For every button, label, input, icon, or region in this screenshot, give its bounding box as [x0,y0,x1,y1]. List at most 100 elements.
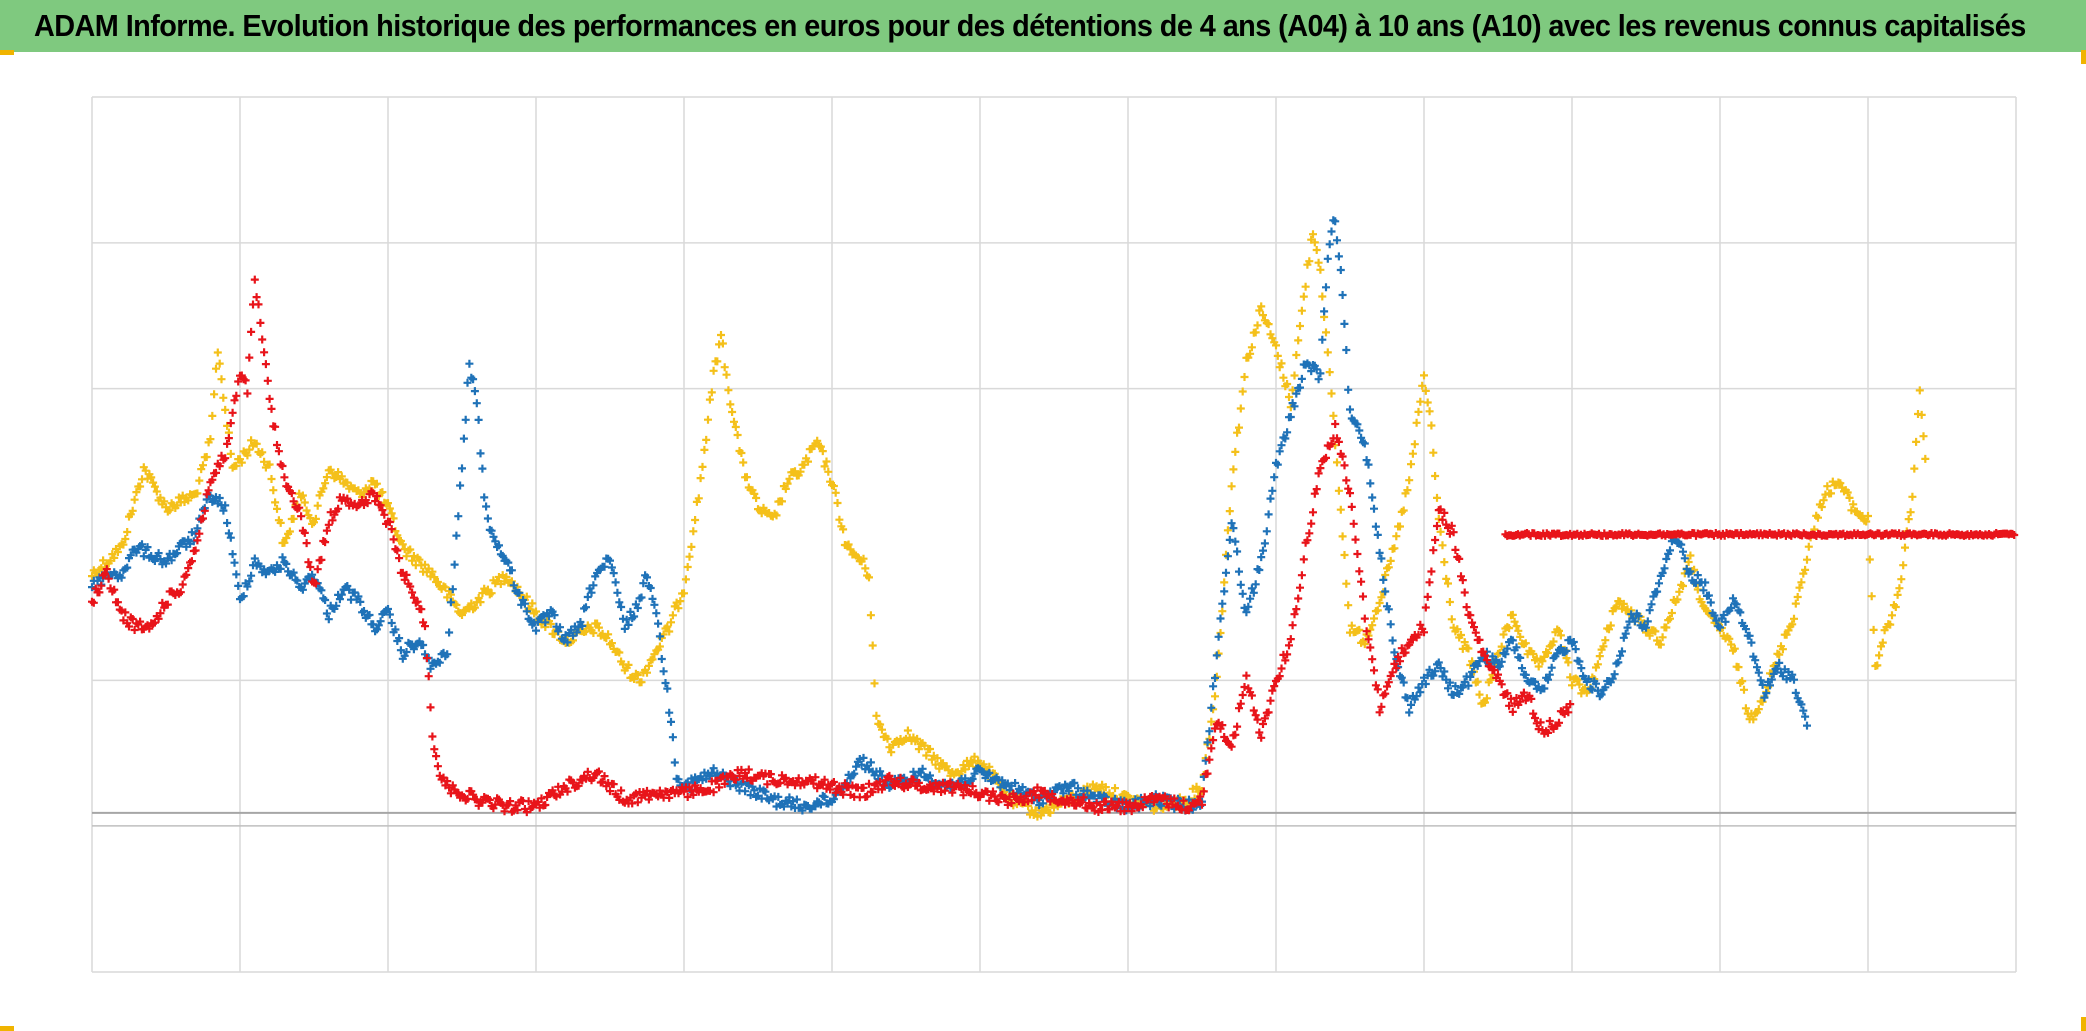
data-points [88,216,2019,821]
data-point [256,318,265,327]
data-point [1906,508,1915,517]
data-point [1575,657,1584,666]
data-point [844,540,853,549]
data-point [387,509,396,518]
data-point [1545,670,1554,679]
data-point [846,545,855,554]
data-point [968,758,977,767]
data-point [450,560,459,569]
data-point [1347,621,1356,630]
data-point [1503,689,1512,698]
data-point [681,575,690,584]
data-point [402,570,411,579]
data-point [1329,411,1338,420]
data-point [1242,671,1251,680]
data-point [1512,622,1521,631]
data-point [152,487,161,496]
data-point [1296,383,1304,392]
data-point [633,604,642,612]
data-point [532,626,540,635]
data-point [1273,351,1282,360]
data-point [763,780,772,789]
data-point [1360,439,1369,448]
data-point [609,780,618,789]
data-point [1440,667,1449,676]
data-point [1790,614,1798,623]
data-point [1364,460,1373,469]
data-point [463,378,472,387]
data-point [1277,664,1286,673]
data-point [311,579,320,588]
data-point [160,497,169,506]
data-point [1425,407,1434,416]
data-point [1630,617,1639,626]
data-point [866,611,875,620]
data-point [1893,590,1902,599]
data-point [1218,599,1227,608]
data-point [1741,704,1750,713]
data-point [389,535,398,544]
data-point [1227,519,1236,528]
data-point [1227,482,1236,491]
data-point [831,488,840,497]
data-point [1621,629,1630,638]
data-point [859,783,868,792]
data-point [223,519,232,527]
data-point [1368,655,1377,664]
data-point [1455,689,1464,698]
data-point [1662,623,1671,632]
data-point [1675,587,1684,596]
data-point [1198,800,1206,809]
data-point [613,588,622,597]
data-point [1495,662,1504,671]
data-point [861,564,870,573]
data-point [267,404,276,413]
data-point [221,405,230,414]
data-point [648,594,657,603]
data-point [1268,686,1277,695]
data-point [202,453,211,461]
data-point [278,553,287,562]
data-point [1686,567,1695,576]
data-point [1340,319,1349,328]
data-point [1242,608,1251,617]
data-point [1482,656,1491,665]
data-point [324,615,333,624]
data-point [1351,535,1360,544]
data-point [446,598,455,607]
data-point [1309,230,1317,239]
data-point [1623,623,1632,632]
data-point [1405,476,1414,485]
data-point [482,502,491,511]
data-point [1634,612,1643,621]
data-point [1207,744,1216,753]
data-point [230,558,239,567]
data-point [598,777,607,786]
data-point [537,794,546,803]
data-point [1801,565,1810,574]
data-point [1740,685,1748,694]
data-point [1205,727,1214,736]
data-point [1649,592,1658,601]
data-point [1549,637,1558,646]
data-point [979,760,988,769]
data-point [502,572,511,581]
data-point [459,434,468,443]
data-point [607,563,616,572]
series-3 [88,275,1575,817]
data-point [1505,701,1514,710]
data-point [1199,787,1208,796]
data-point [1686,551,1695,560]
data-point [1451,682,1460,691]
data-point [1375,599,1384,607]
data-point [1277,359,1286,368]
data-point [1864,512,1872,520]
data-point [726,400,735,409]
data-point [946,778,955,787]
data-point [665,793,674,802]
data-point [239,592,248,601]
data-point [1545,717,1554,725]
data-point [1275,672,1284,681]
data-point [1416,688,1425,697]
data-point [1433,522,1441,530]
